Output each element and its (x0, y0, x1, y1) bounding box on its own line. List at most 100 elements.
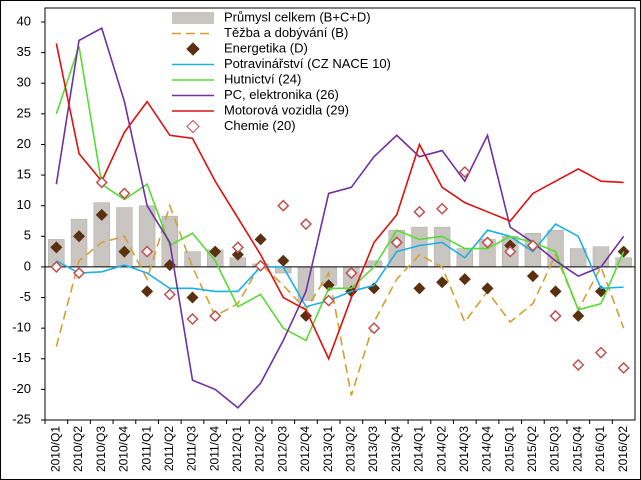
marker (299, 309, 312, 322)
bar (570, 248, 587, 268)
x-tick-label: 2015/Q3 (548, 426, 562, 472)
marker (572, 358, 585, 371)
legend-label: Průmysl celkem (B+C+D) (224, 9, 371, 24)
legend-swatch (186, 42, 200, 56)
y-tick-label: 40 (17, 13, 31, 28)
marker (481, 282, 494, 295)
marker (413, 205, 426, 218)
marker (436, 276, 449, 289)
legend-label: Chemie (20) (224, 118, 296, 133)
x-tick-label: 2011/Q1 (139, 426, 153, 471)
x-tick-label: 2013/Q3 (366, 426, 380, 472)
x-tick-label: 2015/Q2 (525, 426, 539, 472)
marker (95, 176, 108, 189)
marker (413, 282, 426, 295)
y-tick-label: -20 (12, 381, 31, 396)
x-tick-label: 2013/Q4 (389, 426, 403, 472)
x-tick-label: 2016/Q2 (616, 426, 630, 472)
marker (458, 165, 471, 179)
bar (70, 218, 88, 268)
marker (141, 245, 154, 258)
marker (322, 294, 335, 307)
marker (299, 218, 313, 231)
legend-item: Motorová vozidla (29) (172, 102, 349, 117)
marker (118, 245, 131, 258)
x-tick-label: 2014/Q4 (480, 426, 494, 472)
marker (254, 259, 267, 272)
x-tick-label: 2014/Q2 (434, 426, 448, 472)
legend-item: Průmysl celkem (B+C+D) (172, 9, 371, 24)
y-tick-label: -25 (12, 411, 31, 426)
x-tick-label: 2010/Q3 (94, 426, 108, 472)
y-tick-label: -10 (12, 320, 31, 335)
legend-item: Potravinářství (CZ NACE 10) (172, 56, 391, 71)
marker (50, 260, 63, 273)
line (55, 26, 625, 409)
marker (526, 270, 539, 283)
x-tick-label: 2015/Q4 (570, 426, 584, 472)
marker (254, 233, 267, 246)
marker (231, 241, 244, 254)
marker (118, 187, 131, 200)
marker (436, 202, 449, 215)
legend-label: Energetika (D) (224, 40, 308, 55)
marker (367, 322, 381, 335)
marker (72, 266, 86, 280)
bar (388, 229, 405, 268)
line (55, 43, 624, 361)
legend-label: Motorová vozidla (29) (224, 102, 349, 117)
y-tick-label: 10 (17, 197, 31, 212)
y-tick-label: -15 (12, 350, 31, 365)
marker (209, 245, 222, 258)
x-tick-label: 2014/Q1 (412, 426, 426, 472)
x-tick-label: 2011/Q4 (207, 426, 221, 471)
legend-label: Hutnictví (24) (224, 71, 301, 86)
legend-label: Těžba a dobývání (B) (224, 25, 348, 40)
line (55, 223, 624, 308)
x-tick-label: 2010/Q1 (49, 426, 63, 472)
legend-label: PC, elektronika (26) (224, 87, 339, 102)
marker (73, 230, 86, 243)
marker (481, 236, 494, 249)
marker (209, 309, 222, 322)
legend-item: Těžba a dobývání (B) (172, 25, 348, 40)
legend-label: Potravinářství (CZ NACE 10) (224, 56, 391, 71)
marker (504, 239, 517, 252)
marker (186, 312, 199, 326)
x-tick-label: 2010/Q4 (117, 426, 131, 472)
y-tick-label: 30 (17, 75, 31, 90)
marker (594, 346, 608, 359)
marker (549, 285, 562, 298)
y-tick-label: 25 (17, 105, 31, 120)
marker (345, 266, 358, 280)
y-tick-label: 35 (17, 44, 31, 59)
marker (549, 309, 562, 322)
x-tick-label: 2012/Q3 (275, 426, 289, 472)
line (55, 46, 625, 342)
x-tick-label: 2011/Q3 (185, 426, 199, 471)
x-tick-label: 2011/Q2 (162, 426, 176, 471)
marker (390, 236, 403, 249)
line (55, 203, 625, 396)
marker (277, 199, 290, 212)
marker (526, 239, 539, 252)
marker (163, 288, 176, 301)
legend-swatch (172, 12, 214, 24)
x-tick-label: 2012/Q4 (298, 426, 312, 472)
x-tick-label: 2013/Q2 (344, 426, 358, 472)
legend-item: Hutnictví (24) (172, 71, 301, 86)
marker (95, 208, 108, 221)
marker (231, 248, 244, 261)
legend-item: PC, elektronika (26) (172, 87, 339, 102)
y-tick-label: 5 (24, 228, 31, 243)
marker (617, 361, 630, 375)
bar (592, 246, 610, 268)
marker (277, 254, 290, 267)
marker (141, 285, 154, 298)
x-tick-label: 2010/Q2 (71, 426, 85, 472)
x-tick-label: 2016/Q1 (593, 426, 607, 472)
x-tick-label: 2012/Q1 (230, 426, 244, 472)
x-tick-label: 2012/Q2 (253, 426, 267, 472)
marker (572, 309, 585, 322)
